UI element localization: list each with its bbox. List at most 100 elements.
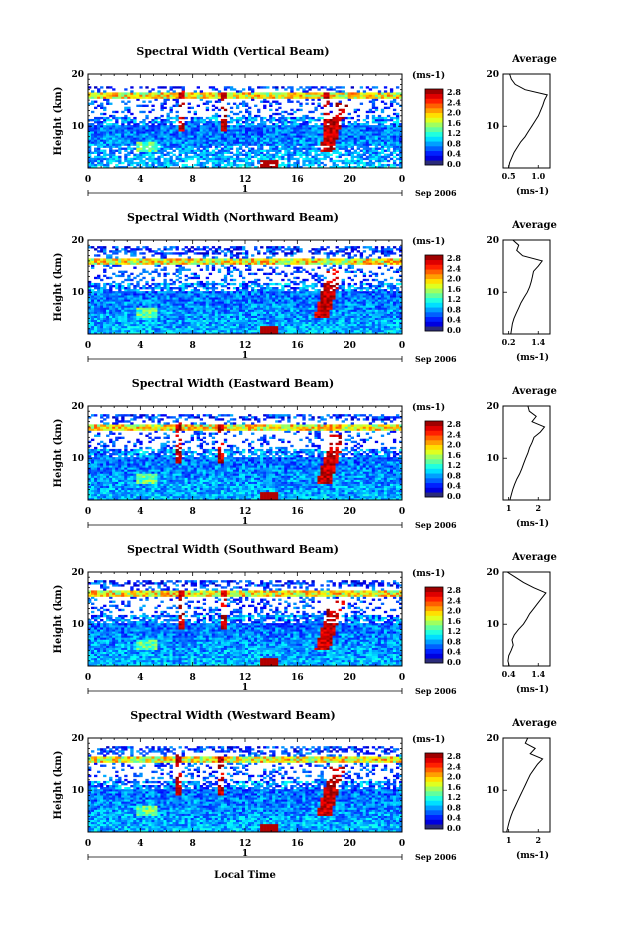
heatmap-cell <box>175 246 179 249</box>
heatmap-cell <box>383 135 388 138</box>
heatmap-cell <box>272 295 276 298</box>
heatmap-cell <box>383 163 388 167</box>
heatmap-cell <box>202 102 207 105</box>
heatmap-cell <box>220 293 225 296</box>
heatmap-cell <box>172 149 176 152</box>
heatmap-cell <box>287 129 291 132</box>
heatmap-cell <box>196 155 201 159</box>
heatmap-cell <box>220 165 225 169</box>
heatmap-cell <box>106 262 110 265</box>
heatmap-cell <box>151 92 155 95</box>
heatmap-cell <box>118 116 122 120</box>
heatmap-cell <box>223 260 228 263</box>
heatmap-cell <box>248 319 252 323</box>
heatmap-cell <box>359 145 364 148</box>
heatmap-cell <box>190 295 194 298</box>
heatmap-cell <box>305 121 309 124</box>
heatmap-cell <box>260 313 264 316</box>
heatmap-cell <box>127 303 131 306</box>
heatmap-cell <box>248 151 252 154</box>
heatmap-cell <box>320 137 324 140</box>
heatmap-cell <box>163 163 167 167</box>
heatmap-cell <box>190 297 194 300</box>
heatmap-cell <box>193 297 197 300</box>
heatmap-cell <box>184 135 188 138</box>
heatmap-cell <box>145 114 149 118</box>
heatmap-cell <box>275 145 279 148</box>
heatmap-cell <box>163 272 167 276</box>
heatmap-cell <box>223 121 228 124</box>
heatmap-cell <box>248 291 252 294</box>
heatmap-cell <box>380 108 385 112</box>
heatmap-cell <box>184 131 188 134</box>
heatmap-cell <box>235 137 240 140</box>
heatmap-cell <box>208 325 213 329</box>
heatmap-cell <box>362 129 367 132</box>
heatmap-cell <box>347 96 351 99</box>
heatmap-cell <box>232 327 237 331</box>
heatmap-cell <box>172 90 176 93</box>
heatmap-cell <box>115 311 119 314</box>
heatmap-cell <box>278 135 282 138</box>
heatmap-cell <box>272 92 276 95</box>
heatmap-cell <box>133 284 137 288</box>
heatmap-cell <box>229 325 234 329</box>
heatmap-cell <box>226 315 231 318</box>
heatmap-cell <box>220 137 225 140</box>
heatmap-cell <box>172 153 176 157</box>
heatmap-cell <box>266 305 270 308</box>
heatmap-cell <box>145 258 149 261</box>
heatmap-cell <box>383 94 388 97</box>
heatmap-cell <box>329 135 333 138</box>
heatmap-cell <box>202 141 207 144</box>
heatmap-cell <box>97 293 101 296</box>
heatmap-cell <box>365 141 370 144</box>
heatmap-cell <box>202 94 207 97</box>
heatmap-cell <box>335 165 339 169</box>
heatmap-cell <box>169 110 173 114</box>
heatmap-cell <box>214 250 219 253</box>
heatmap-cell <box>235 116 240 120</box>
heatmap-cell <box>266 295 270 298</box>
heatmap-cell <box>263 309 267 312</box>
heatmap-cell <box>124 262 128 265</box>
heatmap-cell <box>374 159 379 163</box>
heatmap-cell <box>208 301 213 304</box>
heatmap-cell <box>151 305 155 308</box>
heatmap-cell <box>302 92 306 95</box>
heatmap-cell <box>211 317 216 320</box>
heatmap-cell <box>223 329 228 333</box>
heatmap-cell <box>178 305 182 308</box>
heatmap-cell <box>160 321 164 325</box>
heatmap-cell <box>202 331 207 335</box>
heatmap-cell <box>178 86 182 89</box>
heatmap-cell <box>205 252 210 255</box>
heatmap-cell <box>217 96 222 99</box>
heatmap-cell <box>269 293 273 296</box>
heatmap-cell <box>214 307 219 310</box>
heatmap-cell <box>332 96 336 99</box>
heatmap-cell <box>106 319 110 323</box>
heatmap-cell <box>136 280 140 284</box>
heatmap-cell <box>130 118 134 122</box>
heatmap-cell <box>160 313 164 316</box>
heatmap-cell <box>115 118 119 122</box>
heatmap-cell <box>275 159 279 163</box>
heatmap-cell <box>163 246 167 249</box>
heatmap-cell <box>193 313 197 316</box>
heatmap-cell <box>251 272 255 276</box>
heatmap-cell <box>106 309 110 312</box>
heatmap-cell <box>245 139 249 142</box>
heatmap-cell <box>175 274 179 278</box>
heatmap-cell <box>220 153 225 157</box>
heatmap-cell <box>238 118 243 122</box>
heatmap-cell <box>245 295 249 298</box>
heatmap-cell <box>232 153 237 157</box>
heatmap-cell <box>223 147 228 150</box>
heatmap-cell <box>232 311 237 314</box>
heatmap-cell <box>157 307 161 310</box>
heatmap-cell <box>395 129 400 132</box>
heatmap-cell <box>205 280 210 284</box>
heatmap-cell <box>157 309 161 312</box>
heatmap-cell <box>362 149 367 152</box>
